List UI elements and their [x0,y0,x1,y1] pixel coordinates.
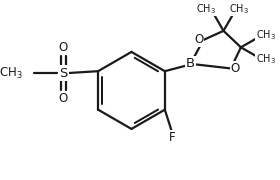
Text: CH$_3$: CH$_3$ [256,52,276,66]
Text: CH$_3$: CH$_3$ [0,66,23,81]
Text: CH$_3$: CH$_3$ [196,2,216,16]
Text: O: O [194,33,203,46]
Text: O: O [59,41,68,54]
Text: B: B [186,57,195,70]
Text: CH$_3$: CH$_3$ [229,2,249,16]
Text: O: O [231,62,240,75]
Text: F: F [169,131,176,144]
Text: CH$_3$: CH$_3$ [256,28,276,42]
Text: O: O [59,92,68,105]
Text: S: S [59,66,67,80]
